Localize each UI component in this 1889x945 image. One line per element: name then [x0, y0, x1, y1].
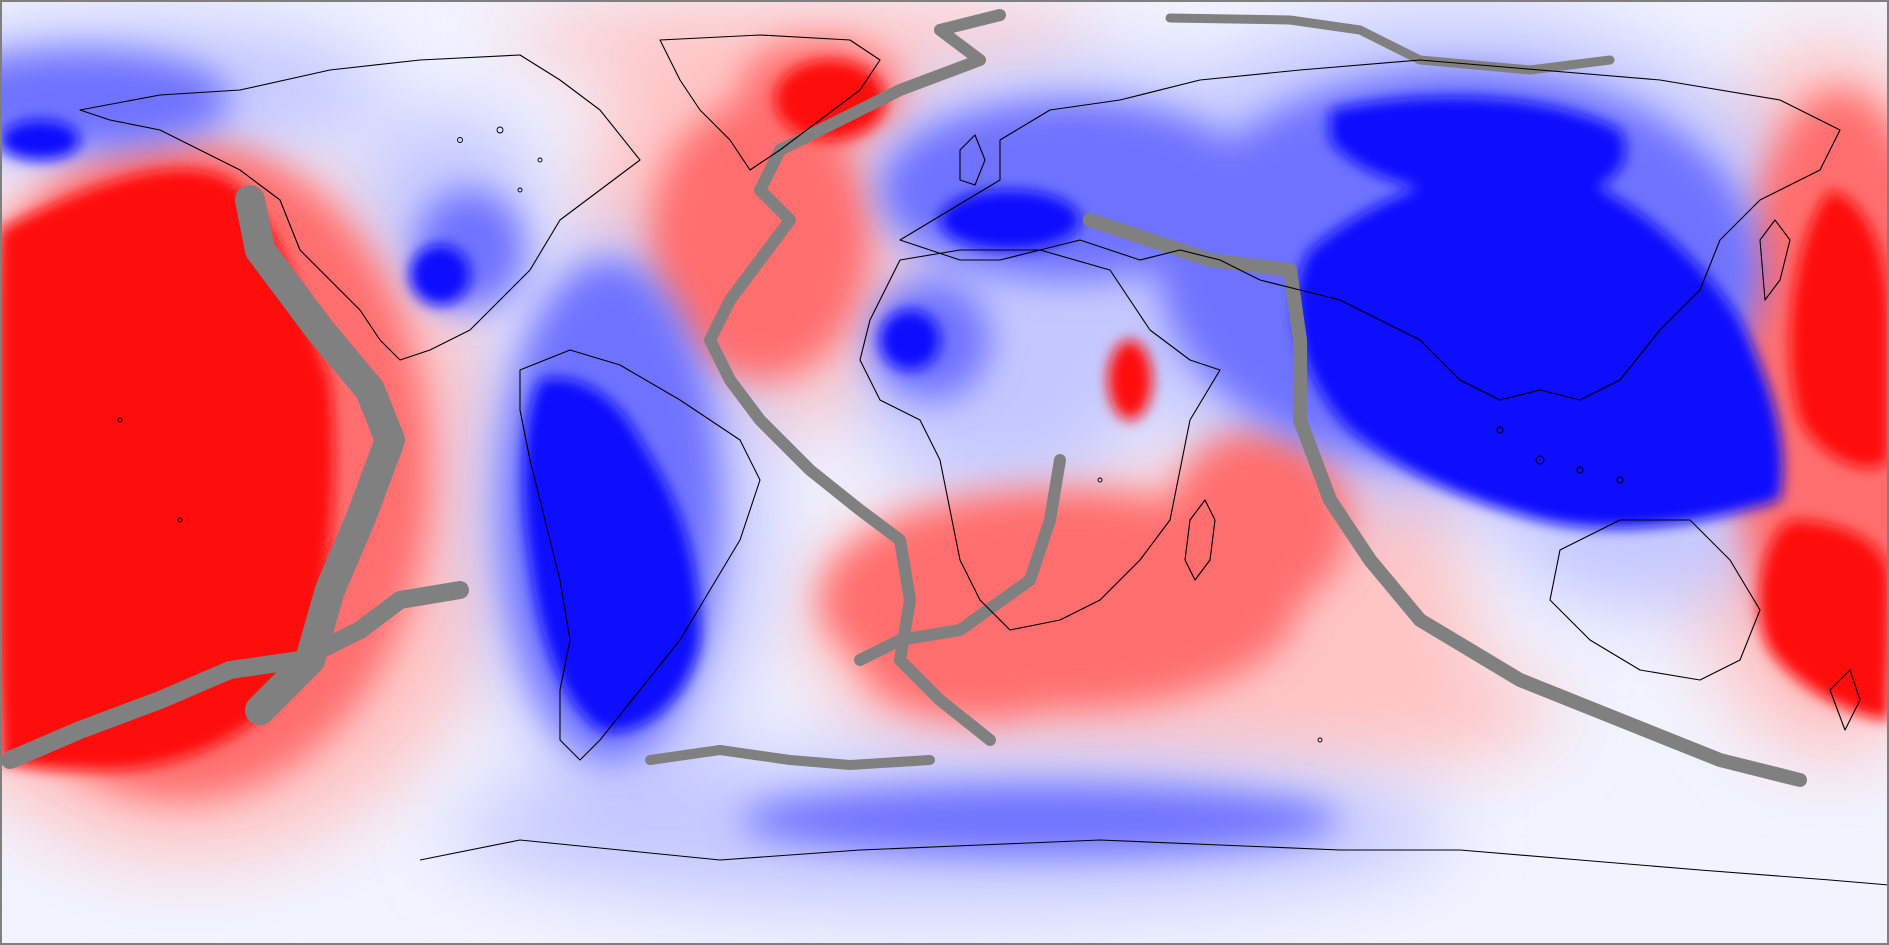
mask-band-atlantic [704, 9, 1006, 746]
coast-eurasia [899, 59, 1841, 401]
saturated-red-cores [0, 60, 1889, 770]
coast-australia [1549, 519, 1761, 681]
mask-band-southwest-indian [854, 454, 1066, 666]
mask-band-east-pacific [235, 185, 405, 725]
coast-madagascar [1184, 499, 1216, 581]
mask-band-indian [1083, 213, 1807, 787]
mask-band-south-pacific [1, 581, 469, 769]
coast-new-zealand [1829, 669, 1861, 731]
coast-antarctica [419, 839, 1889, 886]
saturated-blue-cores [0, 96, 1783, 732]
coast-north-america [79, 54, 641, 361]
gray-mask-bands [1, 9, 1807, 787]
coast-south-america [519, 349, 761, 761]
mask-band-south-atlantic [645, 745, 935, 770]
coast-japan [1759, 219, 1791, 301]
coast-africa [859, 249, 1221, 631]
coast-greenland [659, 34, 881, 171]
coast-britain [959, 134, 986, 186]
mask-band-north [1165, 13, 1615, 75]
islands [117, 126, 1624, 743]
coastlines [79, 34, 1889, 886]
